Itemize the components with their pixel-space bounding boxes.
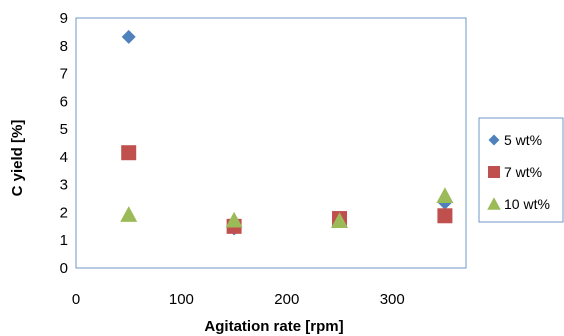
data-point-series-3 [331,212,349,229]
legend-marker [488,134,500,146]
legend-label: 7 wt% [504,164,542,180]
x-tick-label: 200 [274,291,299,308]
plot-area [75,17,467,269]
y-tick-label: 1 [60,232,68,249]
x-tick-label: 300 [380,291,405,308]
legend-items: 5 wt% 7 wt% 10 wt% [487,132,550,212]
x-axis-title: Agitation rate [rpm] [204,318,343,335]
data-point-series-2 [121,145,137,161]
data-point-series-3 [436,187,454,204]
y-tick-label: 9 [60,10,68,27]
legend-item: 7 wt% [488,164,542,180]
legend-item: 10 wt% [487,196,550,212]
legend-item: 5 wt% [488,132,542,148]
y-tick-label: 4 [60,149,68,166]
y-tick-label: 3 [60,177,68,194]
legend-marker [487,197,501,210]
data-points [120,29,454,236]
y-tick-label: 5 [60,121,68,138]
x-tick-label: 0 [72,291,80,308]
legend-marker [488,166,500,178]
y-tick-label: 2 [60,204,68,221]
data-point-series-3 [120,206,138,222]
legend-label: 10 wt% [504,196,550,212]
y-axis-ticks: 0 1 2 3 4 5 6 7 8 9 [60,10,68,277]
legend: 5 wt% 7 wt% 10 wt% [478,117,564,223]
y-tick-label: 8 [60,38,68,55]
y-tick-label: 0 [60,260,68,277]
data-point-series-1 [121,29,136,44]
y-tick-label: 6 [60,93,68,110]
data-point-series-2 [437,208,453,224]
legend-label: 5 wt% [504,132,542,148]
y-axis-title: C yield [%] [9,120,26,197]
y-tick-label: 7 [60,66,68,83]
x-axis-ticks: 0 100 200 300 [72,291,405,308]
data-point-series-3 [225,211,243,228]
x-tick-label: 100 [169,291,194,308]
